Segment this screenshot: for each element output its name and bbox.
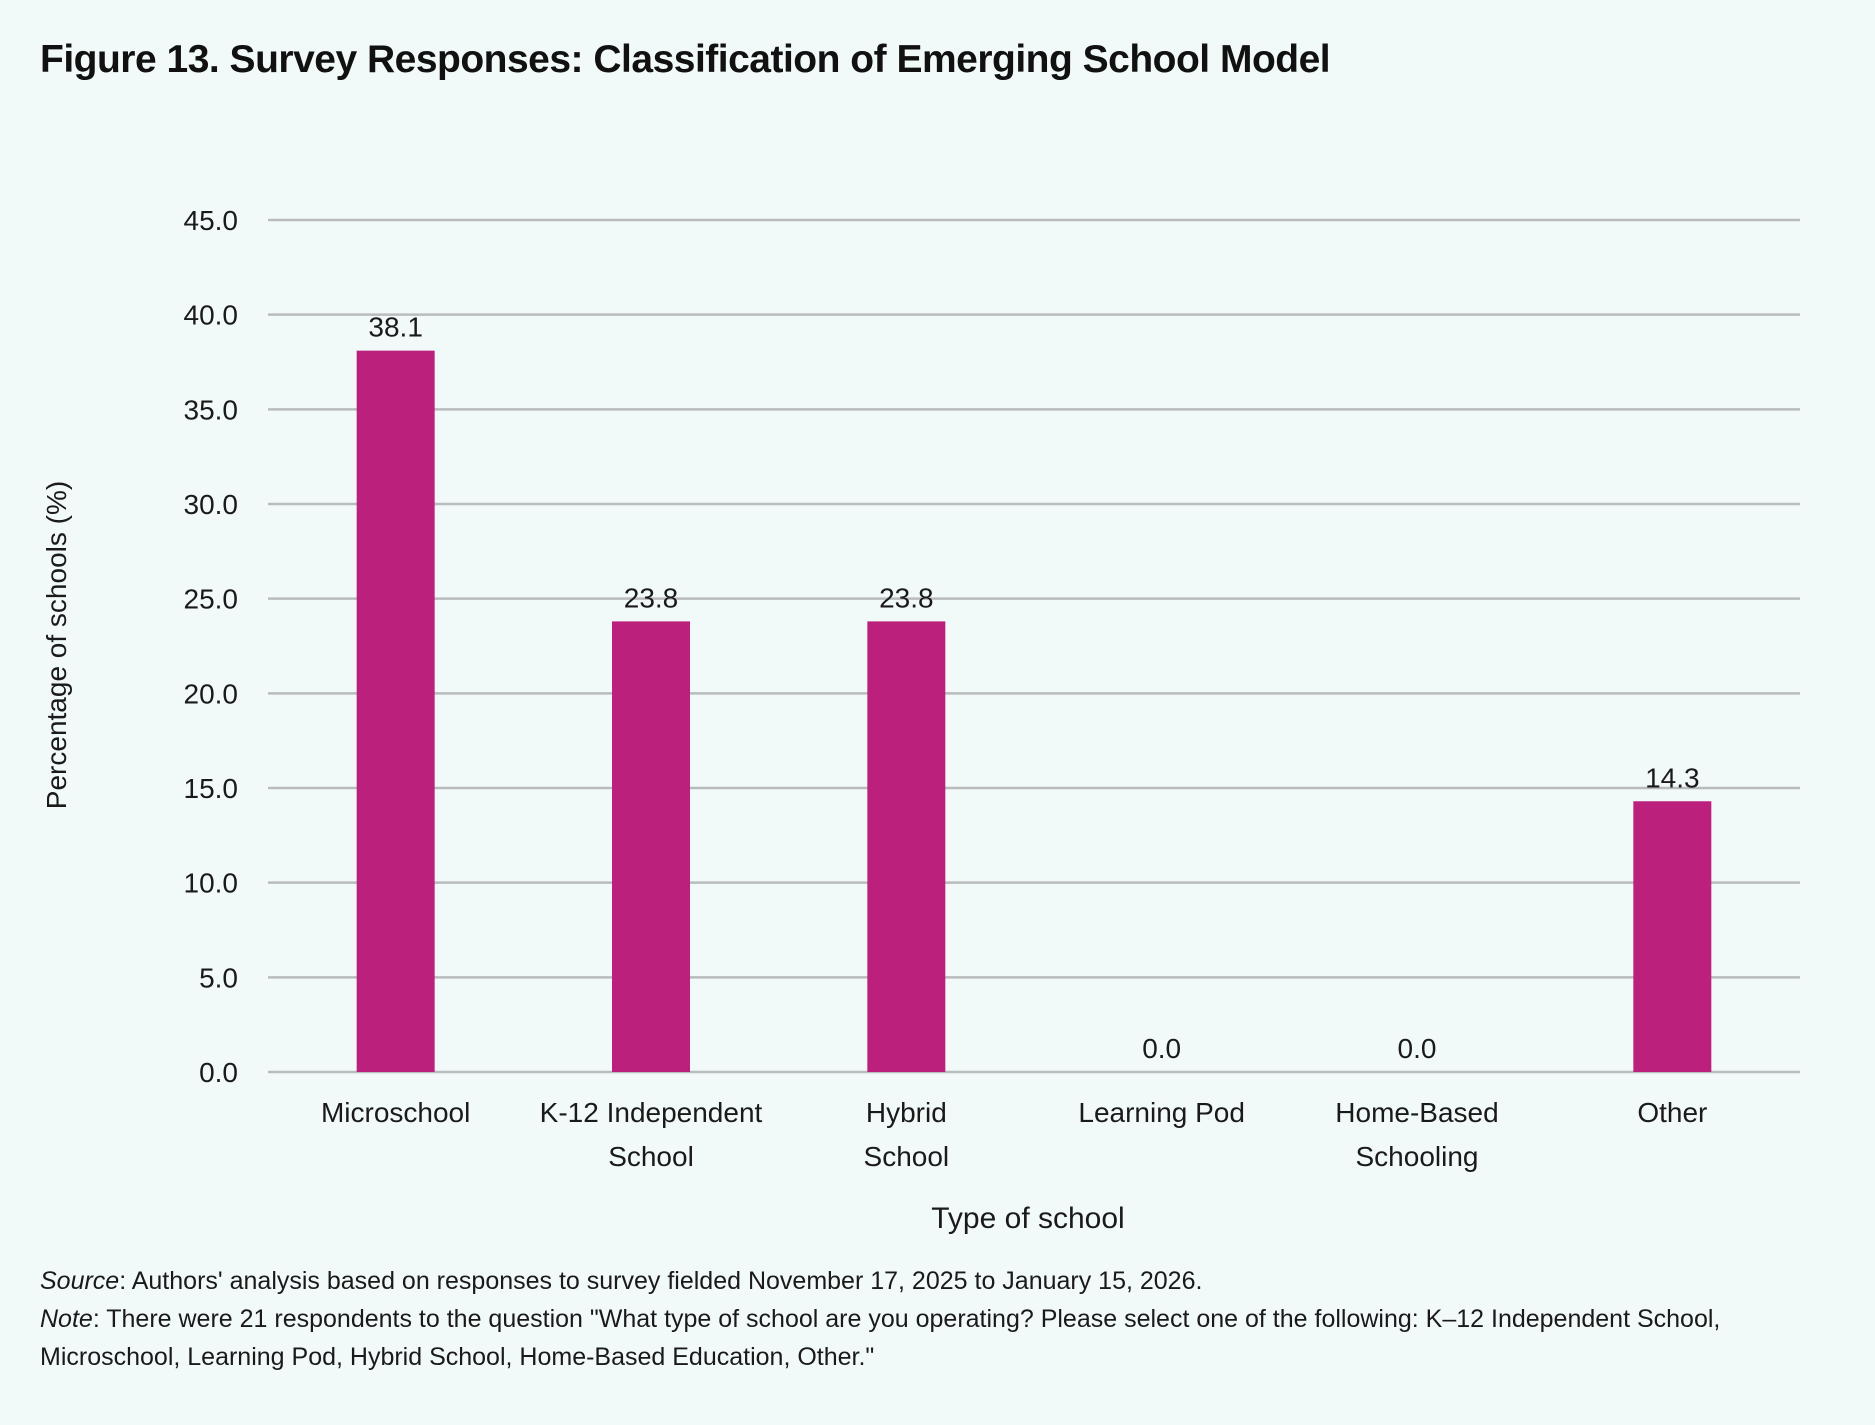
source-text: : Authors' analysis based on responses t… <box>119 1267 1203 1295</box>
data-labels: 38.1 23.8 23.8 0.0 0.0 14.3 <box>368 312 1699 1064</box>
x-axis-label: Type of school <box>931 1202 1124 1235</box>
note-text: : There were 21 respondents to the quest… <box>40 1305 1721 1371</box>
y-tick-label: 0.0 <box>199 1057 238 1088</box>
data-label: 0.0 <box>1142 1033 1181 1064</box>
data-label: 38.1 <box>368 312 423 343</box>
y-tick-label: 20.0 <box>184 678 239 709</box>
y-tick-label: 5.0 <box>199 962 238 993</box>
y-tick-label: 25.0 <box>184 584 239 615</box>
figure-notes: Source: Authors' analysis based on respo… <box>40 1262 1840 1376</box>
bar <box>612 621 690 1072</box>
x-tick-label: Hybrid School <box>864 1097 950 1172</box>
note-label: Note <box>40 1305 93 1333</box>
y-axis-label: Percentage of schools (%) <box>41 481 72 809</box>
bar <box>867 621 946 1072</box>
data-label: 23.8 <box>624 582 679 613</box>
note: Note: There were 21 respondents to the q… <box>40 1300 1840 1376</box>
x-tick-label: Learning Pod <box>1078 1097 1245 1128</box>
y-axis-tick-labels: 0.0 5.0 10.0 15.0 20.0 25.0 30.0 35.0 40.0 45.0 <box>184 205 239 1088</box>
y-tick-label: 10.0 <box>184 868 239 899</box>
y-tick-label: 30.0 <box>184 489 239 520</box>
source-note: Source: Authors' analysis based on respo… <box>40 1262 1840 1300</box>
data-label: 23.8 <box>879 582 934 613</box>
bar <box>356 350 435 1072</box>
x-tick-label: K-12 Independent School <box>540 1097 763 1172</box>
bars <box>356 350 1712 1072</box>
x-tick-label: Other <box>1637 1097 1707 1128</box>
figure-title: Figure 13. Survey Responses: Classificat… <box>40 38 1331 81</box>
source-label: Source <box>40 1267 120 1295</box>
y-tick-label: 15.0 <box>184 773 239 804</box>
y-tick-label: 40.0 <box>184 300 239 331</box>
y-tick-label: 45.0 <box>184 205 239 236</box>
y-tick-label: 35.0 <box>184 394 239 425</box>
data-label: 14.3 <box>1645 762 1700 793</box>
x-tick-label: Home-Based Schooling <box>1335 1097 1498 1172</box>
x-axis-tick-labels: Microschool K-12 Independent School Hybrid S… <box>321 1097 1707 1172</box>
data-label: 0.0 <box>1398 1033 1437 1064</box>
bar-chart: 0.0 5.0 10.0 15.0 20.0 25.0 30.0 35.0 40.0 45.0 3… <box>41 205 1800 1235</box>
x-tick-label: Microschool <box>321 1097 470 1128</box>
bar <box>1633 801 1712 1072</box>
gridlines <box>268 218 1800 1074</box>
